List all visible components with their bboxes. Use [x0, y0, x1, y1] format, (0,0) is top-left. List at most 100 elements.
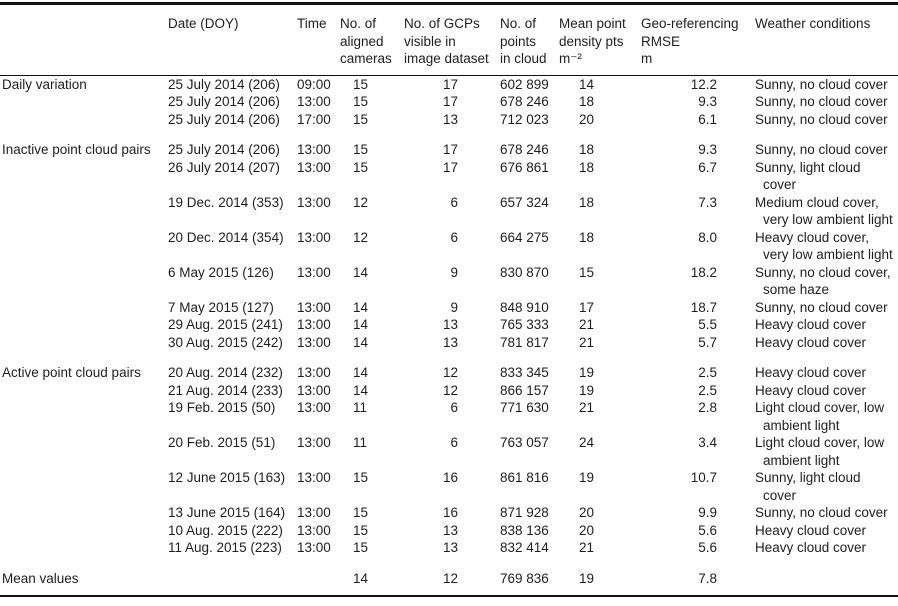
- table-row: 12 June 2015 (163) 13:00 15 16 861 816 19 10.7…: [0, 469, 898, 504]
- cell-time: 13:00: [297, 435, 331, 450]
- weather-line: Heavy cloud cover: [755, 365, 867, 380]
- cell-rmse: 7.8: [698, 570, 717, 586]
- cell-points: 664 275: [500, 229, 549, 245]
- cell-density: 19: [579, 470, 595, 485]
- cell-points: 771 630: [500, 400, 549, 415]
- cell-date: 7 May 2015 (127): [168, 299, 274, 315]
- weather-line: Sunny, no cloud cover: [755, 111, 888, 127]
- cell-density: 24: [579, 435, 595, 450]
- cell-points: 678 246: [500, 142, 549, 157]
- weather-line: very low ambient light: [763, 247, 893, 262]
- cell-gcps: 13: [442, 317, 458, 332]
- cell-weather: Heavy cloud cover: [755, 539, 898, 557]
- weather-line: Heavy cloud cover: [755, 540, 867, 555]
- cell-weather: Medium cloud cover, very low ambient ligh…: [755, 194, 898, 229]
- cell-time: 13:00: [297, 94, 331, 109]
- cell-rmse: 7.3: [698, 194, 717, 210]
- table-row: 11 Aug. 2015 (223) 13:00 15 13 832 414 21 5.6 H…: [0, 539, 898, 557]
- cell-cameras: 14: [353, 365, 369, 380]
- table-row: 7 May 2015 (127) 13:00 14 9 848 910 17 18.7 Sun…: [0, 299, 898, 317]
- cell-time: 13:00: [297, 334, 331, 350]
- header-line: Geo-referencing: [641, 16, 739, 31]
- table-body: Daily variation 25 July 2014 (206) 09:00 15…: [0, 75, 898, 596]
- cell-date: 6 May 2015 (126): [168, 264, 274, 280]
- cell-cameras: 15: [353, 142, 369, 157]
- cell-gcps: 12: [442, 365, 458, 380]
- weather-line: cover: [763, 487, 797, 503]
- cell-date: 20 Dec. 2014 (354): [168, 229, 284, 245]
- weather-line: Heavy cloud cover: [755, 317, 867, 332]
- cell-cameras: 14: [353, 570, 369, 586]
- cell-time: 13:00: [297, 264, 331, 280]
- table-row: Mean values 14 12 769 836 19 7.8: [0, 557, 898, 597]
- cell-gcps: 13: [442, 522, 458, 538]
- cell-density: 18: [579, 159, 595, 175]
- table-header: Date (DOY) Time No. of aligned cameras N…: [0, 4, 898, 76]
- header-point-density: Mean point density pts m⁻²: [559, 4, 641, 76]
- cell-group-label: [0, 539, 168, 557]
- cell-date: 10 Aug. 2015 (222): [168, 522, 283, 538]
- cell-rmse: 2.8: [698, 400, 717, 415]
- cell-gcps: 13: [442, 540, 458, 555]
- cell-cameras: 11: [353, 400, 368, 415]
- cell-rmse: 5.7: [698, 334, 717, 350]
- cell-points: 861 816: [500, 470, 549, 485]
- cell-group-label: [0, 504, 168, 522]
- header-row: Date (DOY) Time No. of aligned cameras N…: [0, 4, 898, 76]
- cell-density: 17: [579, 299, 595, 315]
- cell-time: 13:00: [297, 382, 331, 398]
- cell-gcps: 16: [442, 505, 458, 520]
- cell-cameras: 15: [353, 111, 369, 127]
- header-georeferencing-rmse: Geo-referencing RMSE m: [641, 4, 755, 76]
- cell-rmse: 6.1: [698, 111, 717, 127]
- cell-points: 833 345: [500, 365, 549, 380]
- weather-line: Sunny, no cloud cover: [755, 505, 888, 520]
- cell-density: 21: [579, 400, 595, 415]
- cell-weather: Sunny, light cloud cover: [755, 469, 898, 504]
- cell-group-label: [0, 469, 168, 504]
- cell-date: 21 Aug. 2014 (233): [168, 382, 283, 398]
- cell-weather: Heavy cloud cover: [755, 316, 898, 334]
- cell-density: 15: [579, 264, 595, 280]
- cell-group-label: [0, 334, 168, 352]
- header-line: m: [641, 51, 653, 66]
- cell-group-label: [0, 93, 168, 111]
- cell-points: 712 023: [500, 111, 549, 127]
- cell-cameras: 11: [353, 435, 368, 450]
- header-line: aligned: [340, 33, 384, 49]
- cell-points: 838 136: [500, 522, 549, 538]
- cell-gcps: 6: [450, 229, 458, 245]
- cell-points: 678 246: [500, 94, 549, 109]
- cell-rmse: 5.5: [698, 317, 717, 332]
- cell-density: 21: [579, 317, 595, 332]
- header-line: cameras: [340, 51, 392, 66]
- cell-points: 769 836: [500, 570, 549, 586]
- cell-gcps: 12: [442, 570, 458, 586]
- cell-date: 26 July 2014 (207): [168, 159, 280, 175]
- weather-line: Light cloud cover, low: [755, 400, 885, 415]
- weather-line: Heavy cloud cover,: [755, 229, 870, 245]
- weather-line: ambient light: [763, 452, 840, 468]
- cell-cameras: 14: [353, 334, 369, 350]
- cell-gcps: 17: [442, 94, 458, 109]
- cell-weather: Sunny, light cloud cover: [755, 159, 898, 194]
- cell-time: 13:00: [297, 365, 331, 380]
- cell-time: 17:00: [297, 111, 331, 127]
- cell-weather: Light cloud cover, low ambient light: [755, 434, 898, 469]
- cell-cameras: 15: [353, 76, 369, 92]
- cell-weather: Sunny, no cloud cover: [755, 93, 898, 111]
- cell-group-label: [0, 264, 168, 299]
- cell-cameras: 12: [353, 229, 369, 245]
- cell-gcps: 17: [442, 142, 458, 157]
- table-row: 26 July 2014 (207) 13:00 15 17 676 861 18 6.7 S…: [0, 159, 898, 194]
- cell-date: 19 Feb. 2015 (50): [168, 400, 276, 415]
- table-row: Daily variation 25 July 2014 (206) 09:00 15…: [0, 75, 898, 93]
- cell-weather: Sunny, no cloud cover: [755, 299, 898, 317]
- cell-weather: Sunny, no cloud cover: [755, 75, 898, 93]
- table-row: 29 Aug. 2015 (241) 13:00 14 13 765 333 21 5.5 H…: [0, 316, 898, 334]
- cell-weather: Heavy cloud cover: [755, 522, 898, 540]
- cell-time: 13:00: [297, 317, 331, 332]
- cell-date: 25 July 2014 (206): [168, 94, 280, 109]
- cell-points: 830 870: [500, 264, 549, 280]
- cell-time: 13:00: [297, 159, 331, 175]
